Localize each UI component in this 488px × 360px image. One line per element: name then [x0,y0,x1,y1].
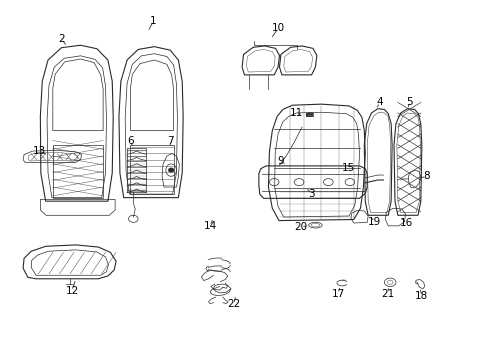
Text: 3: 3 [307,189,314,199]
Text: 7: 7 [166,136,173,146]
Text: 16: 16 [399,218,412,228]
Text: 1: 1 [150,16,157,26]
Text: 22: 22 [227,299,240,309]
Text: 20: 20 [294,222,307,232]
Text: 21: 21 [381,289,394,298]
Text: 19: 19 [367,217,381,227]
Text: 14: 14 [203,221,216,231]
Text: 11: 11 [289,108,302,118]
Text: 12: 12 [65,286,79,296]
Text: 8: 8 [423,171,429,181]
Text: 9: 9 [277,156,283,166]
Text: 13: 13 [33,146,46,156]
Circle shape [168,168,173,172]
Text: 17: 17 [331,289,344,298]
Text: 15: 15 [341,163,354,173]
Text: 5: 5 [406,98,412,107]
Text: 18: 18 [414,292,427,301]
Text: 10: 10 [271,23,284,33]
Text: 6: 6 [127,136,134,146]
Text: 2: 2 [58,34,64,44]
Text: 4: 4 [376,98,382,107]
